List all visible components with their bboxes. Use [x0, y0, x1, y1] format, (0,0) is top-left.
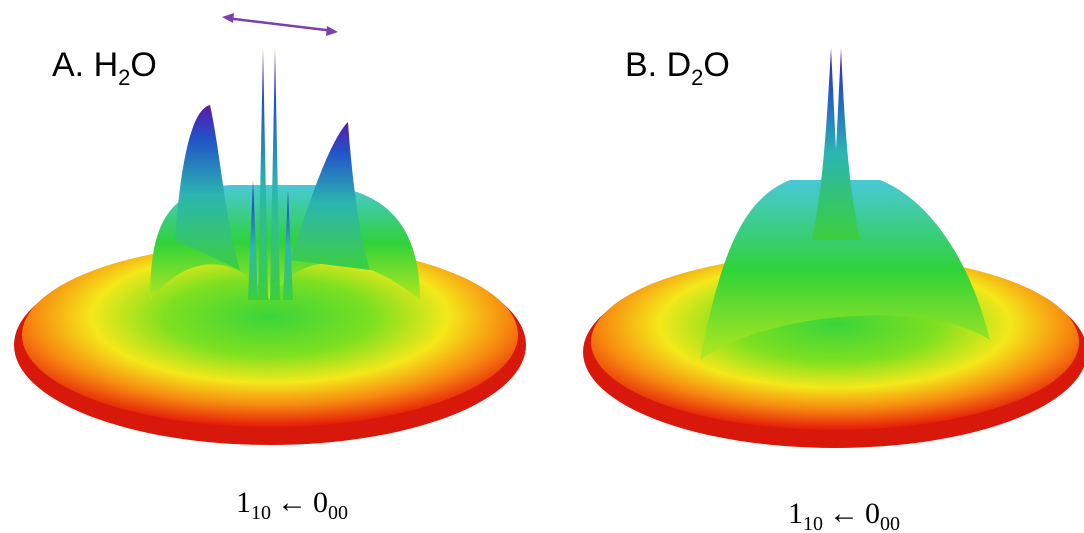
panel-label: A. H2O — [52, 46, 157, 90]
peak — [175, 105, 240, 270]
central-peaks — [812, 48, 860, 240]
upper: 1 — [236, 486, 251, 519]
upper-sub: 10 — [251, 502, 271, 524]
label-end: O — [703, 46, 729, 84]
label-sub: 2 — [118, 65, 130, 90]
label-main: A. H — [52, 46, 118, 84]
panel-label: B. D2O — [625, 46, 730, 90]
transition: 110 ← 000 — [236, 486, 348, 524]
upper: 1 — [788, 497, 803, 530]
arrow: ← — [277, 486, 307, 519]
lower-sub: 00 — [880, 513, 900, 533]
polarization-arrow — [225, 16, 335, 33]
label-sub: 2 — [691, 65, 703, 90]
arrow: ← — [829, 497, 859, 530]
transition: 110 ← 000 — [788, 497, 900, 533]
label-main: B. D — [625, 46, 691, 84]
panel-a-surface — [14, 13, 526, 445]
base — [22, 243, 518, 427]
dome — [700, 180, 990, 360]
arrow-heads — [222, 13, 338, 36]
central-peaks — [258, 48, 280, 300]
panel-b-surface — [583, 48, 1084, 448]
lower: 0 — [313, 486, 328, 519]
label-end: O — [130, 46, 156, 84]
upper-sub: 10 — [803, 513, 823, 533]
lower: 0 — [865, 497, 880, 530]
side-spikes — [248, 180, 293, 300]
lower-sub: 00 — [328, 502, 348, 524]
peak — [290, 122, 370, 270]
